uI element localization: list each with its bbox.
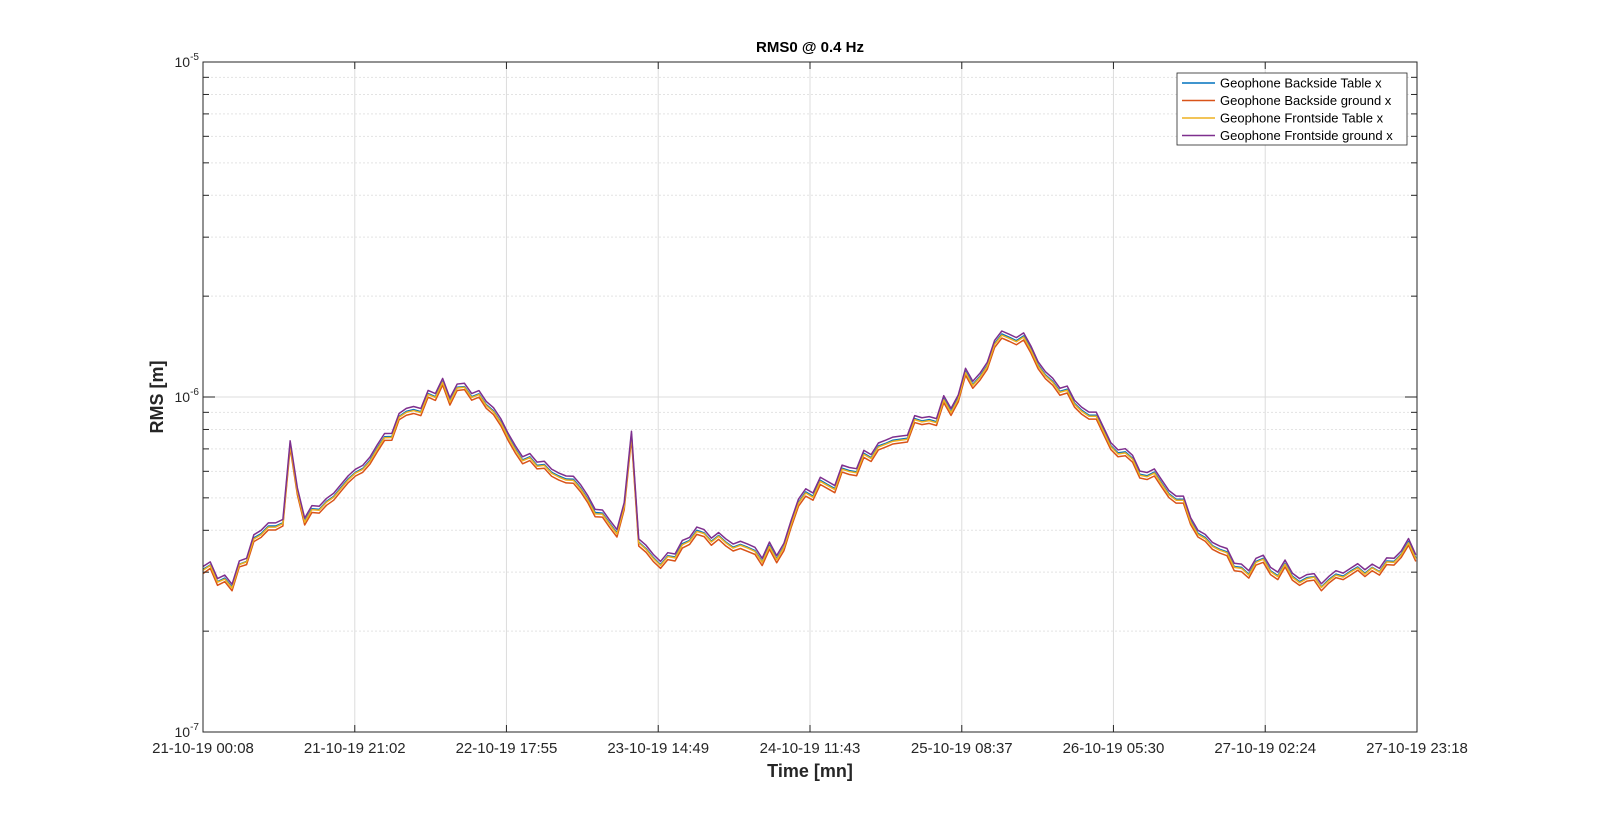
x-tick-label: 23-10-19 14:49 xyxy=(607,740,709,757)
x-tick-label: 25-10-19 08:37 xyxy=(911,740,1013,757)
y-tick-label: 10-5 xyxy=(175,52,200,70)
y-tick-label: 10-7 xyxy=(175,722,200,740)
series-layer xyxy=(202,330,1417,592)
x-tick-label: 27-10-19 02:24 xyxy=(1214,740,1316,757)
grid-lines xyxy=(202,62,1418,733)
series-line-3 xyxy=(202,334,1417,589)
chart-title: RMS0 @ 0.4 Hz xyxy=(756,39,864,56)
legend-label: Geophone Backside ground x xyxy=(1220,93,1392,108)
x-tick-label: 26-10-19 05:30 xyxy=(1063,740,1165,757)
legend-label: Geophone Frontside ground x xyxy=(1220,128,1393,143)
x-tick-labels: 21-10-19 00:08 21-10-19 21:02 22-10-19 17:… xyxy=(152,740,1468,757)
y-tick-labels: 10-7 10-6 10-5 xyxy=(175,52,200,740)
x-tick-label: 22-10-19 17:55 xyxy=(456,740,558,757)
y-axis-label: RMS [m] xyxy=(147,361,167,434)
legend: Geophone Backside Table x Geophone Backsi… xyxy=(1176,72,1408,146)
x-axis-label: Time [mn] xyxy=(767,761,853,781)
legend-label: Geophone Backside Table x xyxy=(1220,76,1382,91)
x-tick-label: 21-10-19 21:02 xyxy=(304,740,406,757)
legend-label: Geophone Frontside Table x xyxy=(1220,111,1384,126)
tick-marks xyxy=(202,61,1418,733)
series-line-2 xyxy=(202,337,1417,592)
x-tick-label: 21-10-19 00:08 xyxy=(152,740,254,757)
x-tick-label: 27-10-19 23:18 xyxy=(1366,740,1468,757)
y-tick-label: 10-6 xyxy=(175,387,200,405)
series-line-4 xyxy=(202,330,1417,586)
legend-box xyxy=(1176,72,1408,146)
x-tick-label: 24-10-19 11:43 xyxy=(760,740,861,757)
